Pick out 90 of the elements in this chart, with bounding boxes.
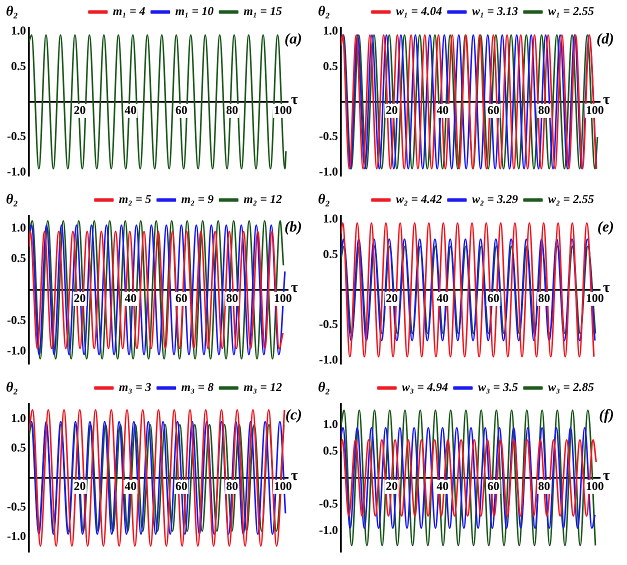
x-tick-label: 100 (274, 478, 292, 493)
x-axis-title: τ (291, 92, 298, 108)
x-tick-label: 40 (436, 478, 449, 493)
x-tick-label: 100 (586, 290, 604, 305)
annotation: (a) (284, 31, 302, 48)
legend-label: w₁ = 2.55 (548, 4, 594, 18)
x-tick-label: 100 (274, 290, 292, 305)
x-tick-label: 20 (386, 102, 398, 117)
x-axis-title: τ (291, 280, 298, 296)
x-tick-label: 60 (175, 290, 188, 305)
y-axis-title: θ₂ (318, 192, 330, 208)
legend-label: m₃ = 12 (244, 380, 282, 394)
y-tick-label: 1.0 (10, 410, 26, 425)
y-tick-label: -1.0 (318, 164, 338, 178)
x-tick-label: 40 (124, 102, 137, 117)
x-tick-label: 20 (386, 290, 398, 305)
y-tick-label: -1.0 (6, 164, 26, 178)
annotation: (f) (599, 407, 614, 424)
y-tick-label: 0.5 (322, 444, 338, 458)
x-axis-title: τ (603, 468, 610, 484)
legend-label: w₃ = 3.5 (478, 380, 518, 394)
y-axis-title: θ₂ (318, 4, 330, 20)
y-tick-label: -0.5 (6, 129, 26, 144)
annotation: (d) (596, 31, 614, 48)
y-tick-label: 0.5 (322, 246, 338, 261)
x-tick-label: 80 (538, 290, 550, 305)
y-tick-label: 1.0 (322, 24, 338, 38)
x-tick-label: 40 (124, 290, 137, 305)
y-tick-label: 1.0 (10, 220, 26, 234)
x-tick-label: 60 (487, 102, 500, 117)
legend-label: w₂ = 3.29 (472, 192, 518, 206)
y-tick-label: -0.5 (318, 129, 338, 144)
x-tick-label: 40 (436, 102, 449, 117)
x-tick-label: 40 (436, 290, 449, 305)
legend-label: m₁ = 15 (244, 4, 282, 18)
y-tick-label: 1.0 (10, 24, 26, 38)
y-tick-label: -1.0 (6, 529, 26, 544)
legend-label: w₂ = 4.42 (396, 192, 442, 206)
x-axis-title: τ (291, 468, 298, 484)
y-tick-label: -1.0 (6, 344, 26, 358)
legend-label: m₁ = 4 (112, 4, 146, 18)
x-axis-title: τ (603, 280, 610, 296)
legend-label: m₃ = 3 (118, 380, 152, 394)
x-tick-label: 80 (226, 478, 238, 493)
legend-label: w₁ = 3.13 (472, 4, 518, 18)
y-tick-label: 0.5 (10, 58, 26, 73)
legend-label: w₃ = 2.85 (548, 380, 594, 394)
x-tick-label: 80 (226, 102, 238, 117)
y-tick-label: -1.0 (318, 352, 338, 366)
y-tick-label: -0.5 (318, 317, 338, 332)
legend-label: m₃ = 8 (181, 380, 214, 394)
y-tick-label: 0.5 (322, 58, 338, 73)
y-tick-label: 0.5 (10, 251, 26, 266)
y-tick-label: -0.5 (6, 312, 26, 327)
x-tick-label: 60 (487, 478, 500, 493)
x-axis-title: τ (603, 92, 610, 108)
x-tick-label: 60 (175, 478, 188, 493)
y-axis-title: θ₂ (6, 192, 18, 208)
x-tick-label: 100 (586, 102, 604, 117)
annotation: (b) (284, 219, 302, 236)
legend-label: w₃ = 4.94 (402, 380, 448, 394)
x-tick-label: 80 (538, 102, 550, 117)
x-tick-label: 40 (124, 478, 137, 493)
legend-label: m₂ = 9 (181, 192, 214, 206)
y-tick-label: -0.5 (318, 496, 338, 510)
y-tick-label: 1.0 (322, 417, 338, 432)
legend-label: m₂ = 12 (244, 192, 282, 206)
annotation: (e) (597, 219, 614, 236)
legend-label: m₂ = 5 (118, 192, 152, 206)
x-tick-label: 20 (74, 290, 86, 305)
legend-label: m₁ = 10 (175, 4, 214, 18)
x-tick-label: 20 (74, 102, 86, 117)
legend-label: w₁ = 4.04 (396, 4, 442, 18)
x-tick-label: 100 (274, 102, 292, 117)
y-axis-title: θ₂ (6, 380, 18, 396)
x-tick-label: 60 (175, 102, 188, 117)
x-tick-label: 100 (586, 478, 604, 493)
y-tick-label: -0.5 (6, 500, 26, 514)
y-tick-label: -1.0 (318, 522, 338, 537)
annotation: (c) (285, 407, 302, 424)
x-tick-label: 20 (386, 478, 398, 493)
x-tick-label: 60 (487, 290, 500, 305)
y-tick-label: 0.5 (10, 440, 26, 454)
y-tick-label: 1.0 (322, 212, 338, 226)
x-tick-label: 80 (226, 290, 238, 305)
x-tick-label: 80 (538, 478, 550, 493)
y-axis-title: θ₂ (6, 4, 18, 20)
legend-label: w₂ = 2.55 (548, 192, 594, 206)
y-axis-title: θ₂ (318, 380, 330, 396)
x-tick-label: 20 (74, 478, 86, 493)
